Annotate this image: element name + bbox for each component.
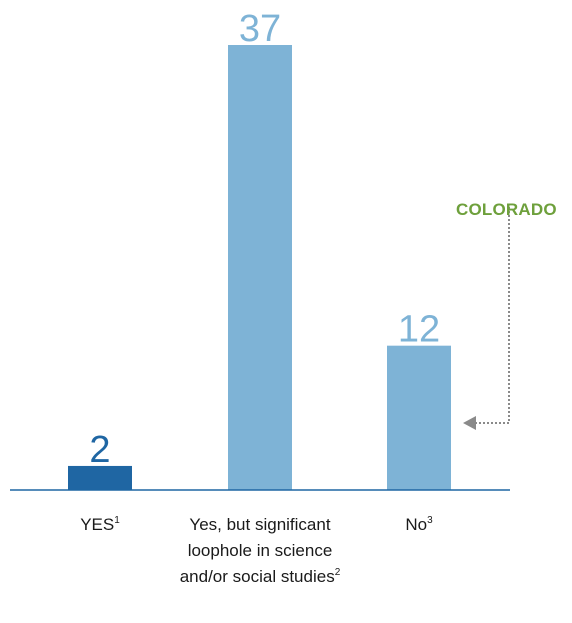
bars-group bbox=[68, 45, 451, 490]
bar-yes bbox=[68, 465, 132, 490]
category-label-no: No3 bbox=[405, 515, 433, 534]
arrow-head-icon bbox=[463, 416, 476, 430]
bar-no bbox=[387, 345, 451, 490]
value-label-no: 12 bbox=[398, 309, 440, 351]
colorado-annotation: COLORADO bbox=[456, 200, 557, 219]
value-label-loophole: 37 bbox=[239, 8, 281, 50]
category-label-loophole: Yes, but significant loophole in science… bbox=[179, 515, 341, 586]
bar-loophole bbox=[228, 45, 292, 490]
value-label-yes: 2 bbox=[89, 429, 110, 471]
annotation-arrow bbox=[463, 207, 510, 430]
category-label-yes: YES1 bbox=[80, 515, 120, 534]
value-labels-group: 2 37 12 bbox=[89, 8, 440, 471]
